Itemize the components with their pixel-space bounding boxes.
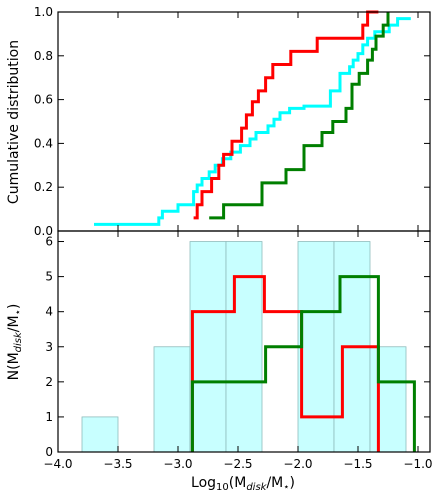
x-tick-label: −2.5 [223, 457, 252, 471]
x-tick-label: −2.0 [283, 457, 312, 471]
x-axis-label: Log10(Mdisk/M⋆) [191, 475, 295, 493]
hist-series-0 [190, 275, 380, 452]
y-tick-label: 1.0 [34, 5, 53, 19]
cdf-y-axis-label: Cumulative distribution [6, 40, 22, 204]
cdf-series-0 [94, 17, 411, 226]
cdf-series-2 [209, 12, 390, 220]
x-tick-label: −3.5 [103, 457, 132, 471]
y-tick-label: 4 [45, 305, 53, 319]
y-tick-label: 0.8 [34, 49, 53, 63]
cdf-series-1 [193, 10, 379, 220]
y-tick-label: 0.4 [34, 136, 53, 150]
filled-bin [189, 241, 227, 453]
y-tick-label: 0.2 [34, 180, 53, 194]
x-tick-label: −1.0 [403, 457, 432, 471]
filled-bin [297, 241, 335, 453]
x-tick-label: −4.0 [43, 457, 72, 471]
x-tick-label: −3.0 [163, 457, 192, 471]
y-tick-label: 1 [45, 410, 53, 424]
x-tick-label: −1.5 [343, 457, 372, 471]
y-tick-label: 3 [45, 340, 53, 354]
hist-series-1 [190, 275, 416, 452]
filled-bin [153, 346, 191, 453]
hist-y-axis-label: N(Mdisk/M⋆) [6, 304, 24, 381]
cdf-panel: 0.0 0.2 0.4 0.6 0.8 1.0 [34, 5, 431, 238]
y-tick-label: 6 [45, 235, 53, 249]
histogram-panel: 0 1 2 3 4 5 6 −4.0 −3.5 −3.0 −2.5 −2.0 −1.5 −1.0 [43, 230, 433, 471]
filled-bin [225, 241, 263, 453]
hist-frame [57, 230, 431, 453]
y-tick-label: 0.6 [34, 93, 53, 107]
y-tick-label: 0 [45, 445, 53, 459]
cdf-frame [57, 11, 431, 232]
filled-bin [81, 416, 119, 453]
filled-bin [369, 346, 407, 453]
y-tick-label: 0.0 [34, 224, 53, 238]
y-tick-label: 2 [45, 375, 53, 389]
y-tick-label: 5 [45, 270, 53, 284]
